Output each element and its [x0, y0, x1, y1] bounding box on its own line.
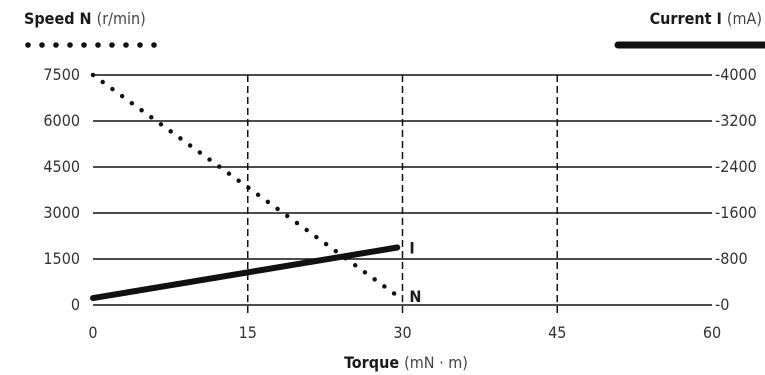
x-axis-title: Torque (mN · m) — [344, 353, 468, 372]
legend: Speed N (r/min) Current I (mA) — [24, 9, 765, 49]
y-right-tick-label: -0 — [715, 295, 729, 314]
y-right-tick-label: -2400 — [715, 157, 757, 176]
right-axis-title: Current I (mA) — [650, 9, 762, 28]
x-tick-label: 0 — [88, 323, 97, 342]
legend-dot — [137, 42, 143, 48]
x-tick-label: 15 — [239, 323, 257, 342]
speed-legend-marker — [25, 42, 157, 48]
legend-dot — [53, 42, 59, 48]
series-label-N: N — [409, 287, 421, 306]
series-layer: NI — [90, 72, 421, 306]
legend-dot — [109, 42, 115, 48]
legend-dot — [151, 42, 157, 48]
series-label-I: I — [409, 239, 414, 258]
legend-dot — [67, 42, 73, 48]
legend-dot — [39, 42, 45, 48]
y-right-tick-label: -1600 — [715, 203, 757, 222]
y-right-tick-label: -3200 — [715, 111, 757, 130]
legend-dot — [25, 42, 31, 48]
x-tick-label: 45 — [548, 323, 566, 342]
tick-labels: 0 -0 1500 -800 3000 -1600 4500 -2400 6000 -3200 75… — [43, 65, 756, 342]
y-left-tick-label: 0 — [71, 295, 80, 314]
y-left-tick-label: 1500 — [43, 249, 80, 268]
x-tick-label: 30 — [393, 323, 411, 342]
y-left-tick-label: 7500 — [43, 65, 80, 84]
x-tick-label: 60 — [703, 323, 721, 342]
legend-dot — [95, 42, 101, 48]
y-left-tick-label: 3000 — [43, 203, 80, 222]
series-line-N — [90, 72, 400, 299]
y-right-tick-label: -800 — [715, 249, 748, 268]
y-left-tick-label: 6000 — [43, 111, 80, 130]
left-axis-title: Speed N (r/min) — [24, 9, 146, 28]
legend-dot — [81, 42, 87, 48]
y-left-tick-label: 4500 — [43, 157, 80, 176]
series-line-I — [90, 244, 401, 302]
grid — [93, 74, 712, 315]
legend-dot — [123, 42, 129, 48]
y-right-tick-label: -4000 — [715, 65, 757, 84]
